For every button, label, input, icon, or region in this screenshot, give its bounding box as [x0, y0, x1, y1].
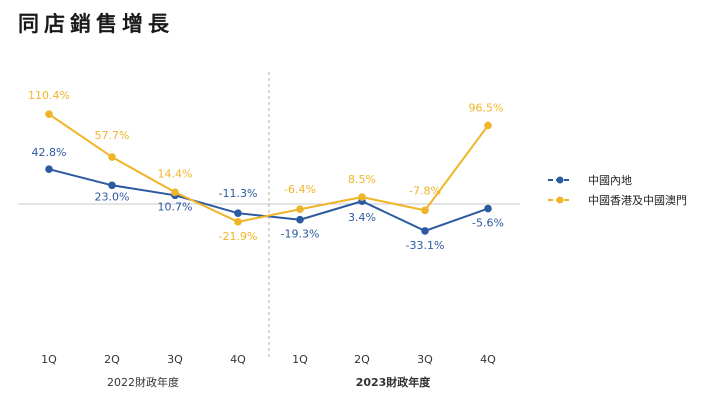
legend-label: 中國內地 [588, 174, 632, 187]
data-label: 10.7% [158, 200, 193, 213]
data-point [45, 110, 53, 118]
data-point [234, 218, 242, 226]
data-point [45, 165, 53, 173]
data-label: 110.4% [28, 89, 70, 102]
year-group-label: 2023財政年度 [356, 375, 432, 389]
data-label: 3.4% [348, 211, 376, 224]
x-tick-label: 4Q [230, 353, 246, 366]
data-label: -11.3% [219, 187, 258, 200]
data-label: 96.5% [469, 101, 504, 114]
data-label: -19.3% [281, 228, 320, 241]
data-point [296, 215, 304, 224]
data-point [421, 206, 429, 215]
data-point [296, 205, 304, 214]
data-point [484, 204, 492, 213]
data-label: 14.4% [158, 167, 193, 180]
data-point [171, 188, 179, 197]
legend-marker [556, 196, 564, 204]
page-title: 同店銷售增長 [18, 12, 174, 36]
data-label: -6.4% [284, 183, 316, 196]
x-tick-label: 2Q [104, 353, 120, 366]
data-point [234, 209, 242, 217]
x-tick-label: 3Q [167, 353, 183, 366]
series-line-1 [48, 113, 489, 223]
data-point [358, 193, 366, 201]
data-label: -33.1% [406, 239, 445, 252]
data-label: 57.7% [95, 129, 130, 142]
data-point [108, 153, 116, 161]
data-point [484, 121, 492, 130]
data-label: 23.0% [95, 190, 130, 203]
x-tick-label: 1Q [41, 353, 57, 366]
legend-marker [556, 176, 564, 184]
x-tick-label: 2Q [354, 353, 370, 366]
data-point [108, 181, 116, 190]
year-group-label: 2022財政年度 [107, 375, 179, 389]
x-tick-label: 4Q [480, 353, 496, 366]
legend-label: 中國香港及中國澳門 [588, 194, 687, 207]
data-label: -21.9% [219, 230, 258, 243]
data-label: 42.8% [32, 146, 67, 159]
data-label: -5.6% [472, 217, 504, 230]
x-tick-label: 3Q [417, 353, 433, 366]
data-label: -7.8% [409, 184, 441, 197]
x-tick-label: 1Q [292, 353, 308, 366]
data-label: 8.5% [348, 173, 376, 186]
data-point [421, 227, 429, 235]
